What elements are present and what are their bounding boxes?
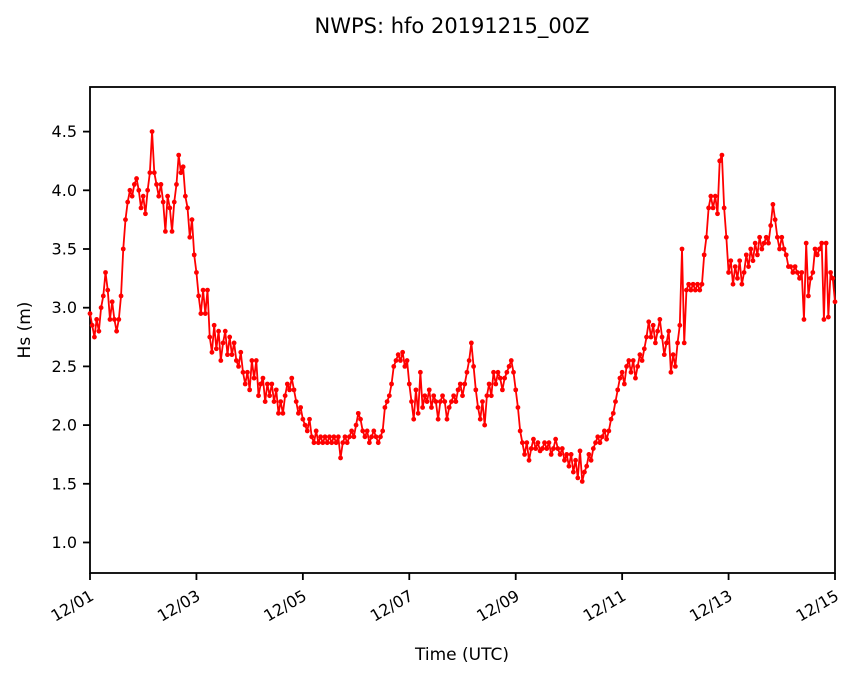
y-tick-label: 1.5 bbox=[52, 474, 77, 493]
x-tick-label: 12/01 bbox=[48, 586, 97, 626]
y-tick-label: 2.0 bbox=[52, 416, 77, 435]
hs-time-series bbox=[87, 129, 838, 484]
x-axis-ticks: 12/01 12/03 12/05 12/07 12/09 12/11 12/13 12/15 bbox=[48, 573, 842, 626]
y-axis-ticks: 1.0 1.5 2.0 2.5 3.0 3.5 4.0 4.5 bbox=[52, 122, 90, 552]
x-tick-label: 12/03 bbox=[154, 586, 203, 626]
x-tick-label: 12/11 bbox=[580, 586, 629, 626]
axes-spines bbox=[89, 86, 836, 574]
x-axis-label: Time (UTC) bbox=[414, 645, 509, 665]
x-tick-label: 12/15 bbox=[793, 586, 842, 626]
y-axis-label: Hs (m) bbox=[15, 302, 35, 359]
hs-series-line bbox=[89, 130, 836, 483]
y-tick-label: 4.0 bbox=[52, 181, 77, 200]
y-tick-label: 3.0 bbox=[52, 298, 77, 317]
x-tick-label: 12/07 bbox=[367, 586, 416, 626]
y-tick-label: 3.5 bbox=[52, 240, 77, 259]
hs-series-markers bbox=[87, 129, 838, 484]
y-tick-label: 1.0 bbox=[52, 533, 77, 552]
x-tick-label: 12/13 bbox=[686, 586, 735, 626]
x-tick-label: 12/05 bbox=[260, 586, 309, 626]
x-tick-label: 12/09 bbox=[473, 586, 522, 626]
y-tick-label: 4.5 bbox=[52, 122, 77, 141]
y-tick-label: 2.5 bbox=[52, 357, 77, 376]
chart-title: NWPS: hfo 20191215_00Z bbox=[315, 14, 590, 39]
